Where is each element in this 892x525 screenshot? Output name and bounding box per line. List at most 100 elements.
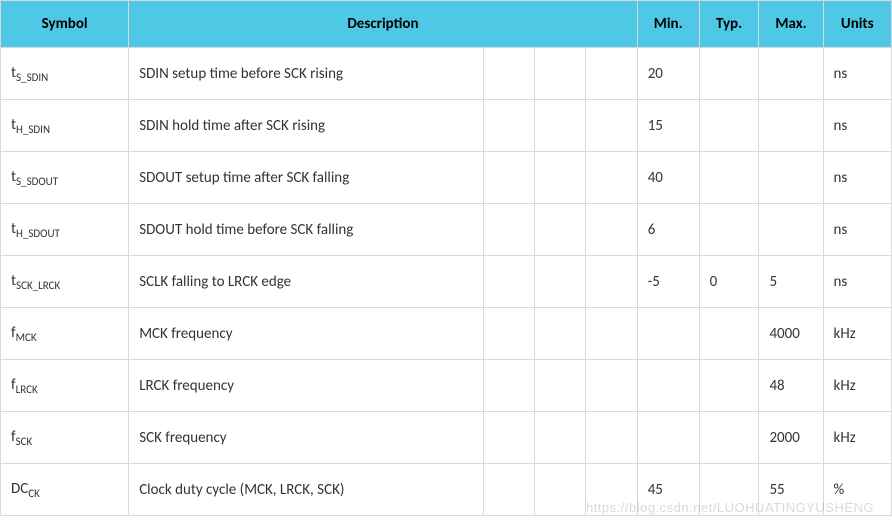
- cell-description: SDIN setup time before SCK rising: [129, 48, 484, 100]
- symbol-subscript: H_SDIN: [16, 123, 50, 136]
- cell-min: [637, 412, 699, 464]
- cell-typ: [699, 412, 759, 464]
- col-header-symbol: Symbol: [1, 1, 129, 48]
- cell-units: ns: [823, 204, 891, 256]
- col-header-min: Min.: [637, 1, 699, 48]
- cell-units: kHz: [823, 360, 891, 412]
- cell-empty: [586, 464, 637, 516]
- cell-units: kHz: [823, 412, 891, 464]
- symbol-subscript: MCK: [16, 331, 37, 344]
- table-header-row: Symbol Description Min. Typ. Max. Units: [1, 1, 892, 48]
- cell-min: 45: [637, 464, 699, 516]
- cell-description: SDIN hold time after SCK rising: [129, 100, 484, 152]
- cell-units: %: [823, 464, 891, 516]
- cell-typ: [699, 100, 759, 152]
- cell-max: [759, 204, 823, 256]
- cell-empty: [483, 308, 534, 360]
- cell-symbol: tS_SDIN: [1, 48, 129, 100]
- cell-typ: [699, 204, 759, 256]
- cell-units: kHz: [823, 308, 891, 360]
- cell-max: 4000: [759, 308, 823, 360]
- cell-description: LRCK frequency: [129, 360, 484, 412]
- cell-max: 48: [759, 360, 823, 412]
- cell-empty: [535, 464, 586, 516]
- table-row: tSCK_LRCKSCLK falling to LRCK edge-505ns: [1, 256, 892, 308]
- symbol-subscript: CK: [28, 487, 40, 500]
- table-row: fLRCKLRCK frequency 48kHz: [1, 360, 892, 412]
- table-row: tS_SDOUTSDOUT setup time after SCK falli…: [1, 152, 892, 204]
- cell-empty: [483, 204, 534, 256]
- cell-units: ns: [823, 152, 891, 204]
- cell-empty: [483, 152, 534, 204]
- cell-typ: [699, 48, 759, 100]
- cell-max: [759, 48, 823, 100]
- cell-description: MCK frequency: [129, 308, 484, 360]
- cell-description: SDOUT hold time before SCK falling: [129, 204, 484, 256]
- symbol-subscript: SCK_LRCK: [16, 279, 60, 292]
- cell-empty: [586, 48, 637, 100]
- col-header-max: Max.: [759, 1, 823, 48]
- cell-units: ns: [823, 48, 891, 100]
- cell-symbol: fSCK: [1, 412, 129, 464]
- cell-min: 40: [637, 152, 699, 204]
- cell-symbol: tH_SDIN: [1, 100, 129, 152]
- cell-symbol: DCCK: [1, 464, 129, 516]
- cell-typ: [699, 464, 759, 516]
- cell-empty: [535, 48, 586, 100]
- cell-empty: [586, 308, 637, 360]
- cell-symbol: tS_SDOUT: [1, 152, 129, 204]
- symbol-subscript: S_SDIN: [16, 71, 48, 84]
- cell-max: 55: [759, 464, 823, 516]
- cell-empty: [535, 360, 586, 412]
- cell-empty: [535, 308, 586, 360]
- cell-max: [759, 100, 823, 152]
- cell-max: [759, 152, 823, 204]
- cell-empty: [535, 256, 586, 308]
- timing-params-table: Symbol Description Min. Typ. Max. Units …: [0, 0, 892, 516]
- cell-empty: [483, 412, 534, 464]
- cell-empty: [586, 204, 637, 256]
- cell-min: 6: [637, 204, 699, 256]
- cell-empty: [586, 152, 637, 204]
- cell-description: SCLK falling to LRCK edge: [129, 256, 484, 308]
- cell-empty: [586, 100, 637, 152]
- cell-symbol: fLRCK: [1, 360, 129, 412]
- cell-min: [637, 360, 699, 412]
- cell-empty: [483, 360, 534, 412]
- cell-symbol: tH_SDOUT: [1, 204, 129, 256]
- cell-empty: [535, 412, 586, 464]
- symbol-subscript: S_SDOUT: [16, 175, 58, 188]
- cell-units: ns: [823, 100, 891, 152]
- table-row: tS_SDINSDIN setup time before SCK rising…: [1, 48, 892, 100]
- col-header-description: Description: [129, 1, 638, 48]
- col-header-units: Units: [823, 1, 891, 48]
- cell-empty: [483, 48, 534, 100]
- cell-typ: [699, 152, 759, 204]
- cell-min: 15: [637, 100, 699, 152]
- cell-empty: [535, 152, 586, 204]
- cell-empty: [586, 256, 637, 308]
- cell-units: ns: [823, 256, 891, 308]
- cell-empty: [535, 204, 586, 256]
- cell-empty: [483, 256, 534, 308]
- cell-typ: [699, 360, 759, 412]
- cell-description: SDOUT setup time after SCK falling: [129, 152, 484, 204]
- symbol-subscript: H_SDOUT: [16, 227, 60, 240]
- cell-description: SCK frequency: [129, 412, 484, 464]
- symbol-subscript: LRCK: [16, 383, 38, 396]
- cell-min: [637, 308, 699, 360]
- table-row: fMCKMCK frequency4000kHz: [1, 308, 892, 360]
- cell-max: 5: [759, 256, 823, 308]
- symbol-subscript: SCK: [16, 435, 33, 448]
- cell-empty: [483, 100, 534, 152]
- cell-min: -5: [637, 256, 699, 308]
- cell-empty: [535, 100, 586, 152]
- col-header-typ: Typ.: [699, 1, 759, 48]
- cell-min: 20: [637, 48, 699, 100]
- cell-symbol: tSCK_LRCK: [1, 256, 129, 308]
- cell-typ: [699, 308, 759, 360]
- cell-empty: [586, 360, 637, 412]
- table-row: tH_SDINSDIN hold time after SCK rising 15…: [1, 100, 892, 152]
- cell-empty: [483, 464, 534, 516]
- cell-empty: [586, 412, 637, 464]
